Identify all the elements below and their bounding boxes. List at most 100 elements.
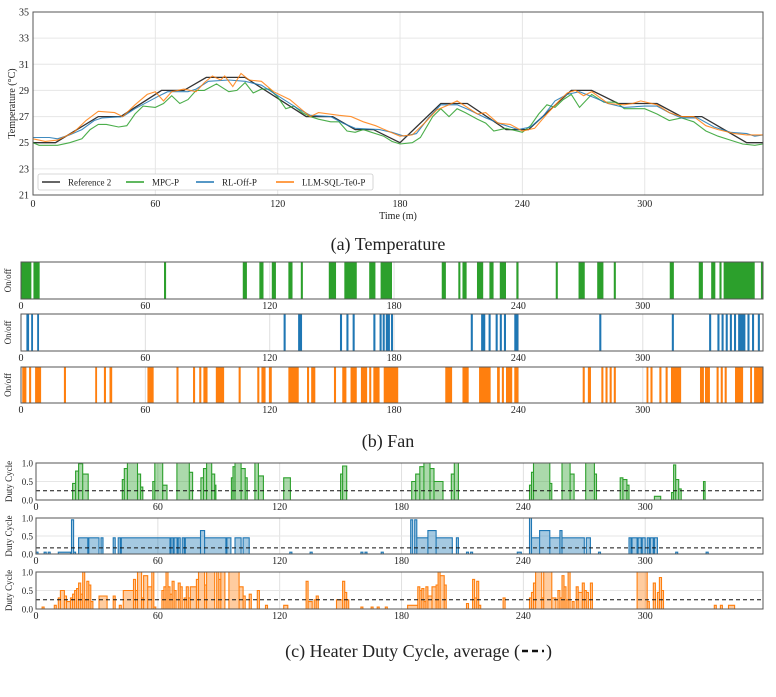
- x-tick-label: 180: [387, 301, 402, 312]
- y-axis-label: On/off: [3, 269, 13, 293]
- fan-on-bar: [21, 262, 32, 299]
- x-tick-label: 180: [394, 611, 409, 622]
- x-tick-label: 240: [511, 405, 526, 416]
- fan-on-bar: [462, 262, 467, 299]
- fan-on-bar: [505, 367, 513, 403]
- legend-label: LLM-SQL-Te0-P: [302, 178, 365, 188]
- y-axis-label: On/off: [3, 321, 13, 345]
- x-tick-label: 0: [19, 405, 24, 416]
- plot-frame: [32, 11, 764, 196]
- fan-on-bar: [669, 262, 674, 299]
- x-tick-label: 120: [262, 405, 277, 416]
- y-tick-label: 0.5: [22, 532, 34, 542]
- x-tick-label: 0: [34, 611, 39, 622]
- y-tick-label: 27: [19, 112, 29, 123]
- fan-on-bar: [311, 367, 316, 403]
- x-tick-label: 120: [272, 502, 287, 513]
- fan-on-bar: [659, 367, 662, 403]
- fan-on-bar: [497, 367, 500, 403]
- fan-on-bar: [257, 367, 260, 403]
- y-axis-label: Duty Cycle: [4, 461, 14, 502]
- fan-on-bar: [704, 367, 710, 403]
- caption-fan: (b) Fan: [362, 431, 415, 452]
- fan-on-bar: [665, 367, 668, 403]
- fan-on-bar: [26, 314, 30, 351]
- fan-on-bar: [259, 262, 264, 299]
- fan-on-bar: [754, 367, 763, 403]
- y-axis-label: Temperature (°C): [7, 68, 18, 138]
- fan-on-bar: [29, 367, 32, 403]
- fan-on-bar: [333, 367, 337, 403]
- y-tick-label: 31: [19, 60, 29, 71]
- temperature-chart: 21 23 25 27 29 31 33 35 0 60 120 180 240 300 Time (m) T…: [7, 8, 764, 222]
- fan-on-bar: [382, 314, 385, 351]
- fan-on-bar: [489, 262, 494, 299]
- x-tick-label: 0: [34, 556, 39, 567]
- fan-on-bar: [613, 262, 616, 299]
- duty-area: [36, 518, 763, 554]
- fan-on-bar: [307, 367, 310, 403]
- plot-frame: [20, 261, 764, 300]
- fan-on-bar: [757, 314, 760, 351]
- series-line-rl-off-p: [33, 79, 764, 140]
- fan-on-bar: [288, 367, 299, 403]
- fan-on-bar: [298, 314, 303, 351]
- x-tick-label: 60: [153, 611, 163, 622]
- fan-on-bar: [760, 262, 763, 299]
- x-tick-label: 120: [270, 199, 285, 210]
- fan-on-bar: [462, 367, 469, 403]
- x-tick-label: 180: [393, 199, 408, 210]
- fan-on-bar: [716, 367, 719, 403]
- x-tick-label: 240: [515, 199, 530, 210]
- x-tick-label: 0: [34, 502, 39, 513]
- y-tick-label: 0.5: [22, 477, 34, 487]
- fan-on-bar: [346, 314, 349, 351]
- fan-on-bar: [725, 314, 728, 351]
- fan-on-bar: [31, 314, 34, 351]
- x-tick-label: 300: [635, 301, 650, 312]
- duty-panel-llm-sql-te0-p: 0 60 120 180 240 300 0.0 0.5 1.0 Duty Cycle: [4, 568, 764, 622]
- fan-on-bar: [441, 262, 446, 299]
- fan-on-bar: [109, 367, 113, 403]
- fan-on-bar: [373, 314, 376, 351]
- fan-on-bar: [609, 367, 612, 403]
- fan-on-bar: [63, 367, 66, 403]
- fan-on-bar: [613, 367, 616, 403]
- fan-on-bar: [729, 314, 732, 351]
- fan-on-bar: [476, 262, 484, 299]
- fan-on-bar: [203, 367, 208, 403]
- caption-temperature: (a) Temperature: [331, 234, 446, 255]
- y-tick-label: 1.0: [22, 459, 34, 469]
- x-tick-label: 300: [638, 611, 653, 622]
- fan-on-bar: [711, 262, 716, 299]
- fan-on-bar: [670, 367, 682, 403]
- fan-on-bar: [479, 367, 491, 403]
- series-line-llm-sql-te0-p: [32, 72, 763, 142]
- x-tick-label: 60: [153, 556, 163, 567]
- fan-on-bar: [300, 262, 303, 299]
- plot-frame: [20, 366, 764, 404]
- x-tick-label: 300: [637, 199, 652, 210]
- fan-on-bar: [271, 262, 276, 299]
- fan-on-bar: [193, 367, 196, 403]
- fan-on-bar: [288, 262, 293, 299]
- fan-on-bar: [147, 367, 154, 403]
- fan-on-bar: [699, 367, 704, 403]
- fan-on-bar: [735, 367, 744, 403]
- fan-on-bar: [488, 314, 491, 351]
- y-tick-label: 0.0: [22, 605, 34, 615]
- fan-on-bar: [646, 367, 649, 403]
- y-tick-label: 33: [19, 34, 29, 45]
- fan-on-bar: [750, 367, 753, 403]
- x-tick-label: 300: [635, 405, 650, 416]
- fan-chart: 0 60 120 180 240 300 On/off 0 60 120 180 240 300 On/o…: [3, 261, 764, 416]
- fan-on-bar: [22, 367, 27, 403]
- fan-on-bar: [671, 314, 674, 351]
- x-tick-label: 240: [516, 611, 531, 622]
- x-tick-label: 60: [150, 199, 160, 210]
- x-tick-label: 240: [516, 502, 531, 513]
- fan-on-bar: [709, 314, 712, 351]
- fan-on-bar: [261, 367, 266, 403]
- fan-on-bar: [176, 367, 179, 403]
- fan-on-bar: [458, 262, 461, 299]
